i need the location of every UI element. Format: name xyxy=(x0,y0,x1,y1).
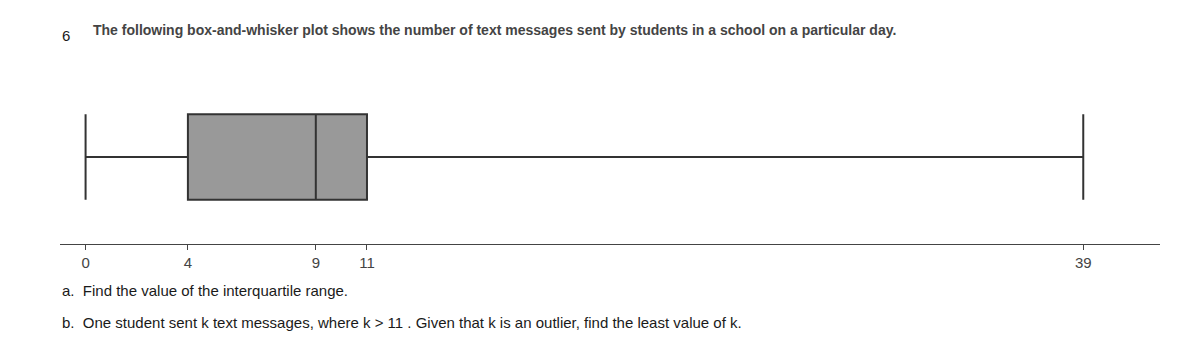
svg-text:b. One student sent k text me: b. One student sent k text messages, whe… xyxy=(62,314,742,331)
svg-text:9: 9 xyxy=(312,254,320,271)
svg-text:a. Find the value of the inte: a. Find the value of the interquartile r… xyxy=(62,282,348,299)
svg-text:6: 6 xyxy=(62,27,70,44)
svg-text:The following box-and-whisker: The following box-and-whisker plot shows… xyxy=(93,22,896,38)
svg-text:11: 11 xyxy=(359,254,375,271)
svg-text:0: 0 xyxy=(81,254,89,271)
svg-text:4: 4 xyxy=(184,254,192,271)
svg-text:39: 39 xyxy=(1075,254,1092,271)
